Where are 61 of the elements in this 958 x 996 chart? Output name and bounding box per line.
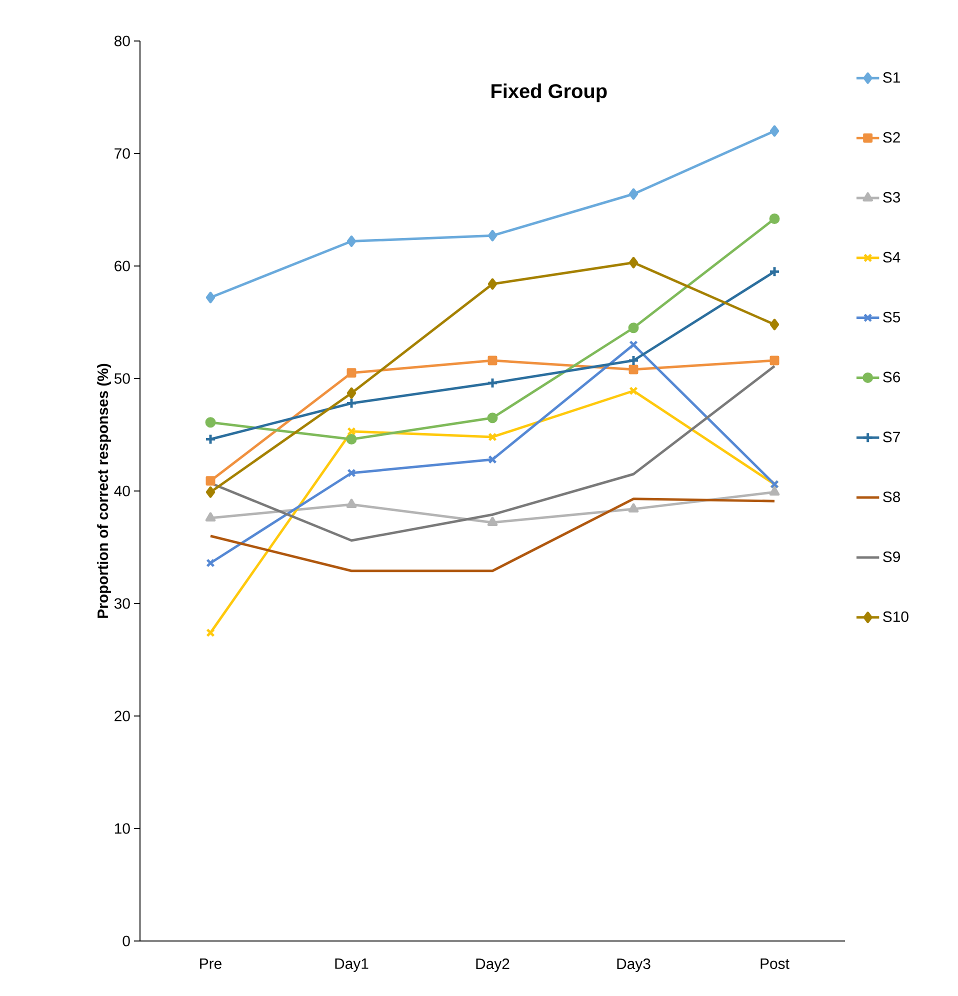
point (628, 503, 639, 512)
x-tick-label: Pre (200, 958, 222, 969)
point (488, 432, 497, 442)
x-tick-label: Post (760, 958, 790, 969)
point (628, 364, 638, 374)
point (487, 516, 498, 526)
line-series (209, 498, 776, 572)
point (346, 236, 356, 247)
point (770, 318, 780, 330)
legend-label: S9 (883, 551, 900, 562)
point (628, 354, 640, 366)
point (206, 476, 216, 486)
point (488, 278, 498, 290)
point (628, 322, 639, 334)
point (346, 387, 356, 399)
y-tick-label: 70 (114, 148, 130, 159)
legend-label: S3 (883, 192, 900, 203)
legend-label: S8 (883, 492, 900, 502)
y-tick-label: 40 (114, 486, 130, 496)
point (488, 230, 498, 242)
x-tick-label: Day2 (476, 958, 510, 972)
y-tick-label: 80 (114, 36, 130, 46)
point (206, 292, 216, 304)
point (770, 125, 780, 137)
point (487, 412, 498, 424)
point (488, 455, 497, 464)
point (205, 512, 216, 522)
point (347, 468, 356, 478)
text: Fixed Group (492, 84, 607, 102)
point (769, 486, 780, 496)
point (206, 486, 216, 498)
y-tick-label: 30 (114, 598, 130, 609)
x-tick-label: Day1 (335, 958, 368, 972)
point (629, 340, 638, 350)
point (628, 256, 638, 268)
legend-label: S1 (883, 72, 900, 83)
point (205, 417, 216, 428)
y-tick-label: 0 (122, 936, 130, 946)
y-tick-label: 50 (114, 373, 130, 384)
point (346, 368, 356, 378)
legend-label: S4 (883, 252, 900, 262)
y-tick-label: 10 (115, 823, 130, 834)
legend-label: S10 (883, 611, 908, 622)
point (628, 188, 638, 200)
x-tick-label: Day3 (617, 958, 650, 972)
y-tick-label: 20 (114, 710, 130, 722)
point (770, 356, 780, 366)
legend-label: S6 (883, 372, 900, 382)
y-tick-label: 60 (114, 260, 130, 272)
point (769, 214, 780, 224)
point (346, 498, 357, 508)
point (629, 386, 638, 396)
point (346, 434, 357, 444)
legend-label: S7 (883, 432, 900, 442)
point (347, 426, 356, 436)
point (488, 356, 498, 366)
point (346, 398, 358, 409)
y-axis-title: Proportion of correct responses (%) (97, 364, 112, 618)
legend-label: S5 (883, 312, 900, 322)
point (486, 377, 498, 389)
legend-label: S2 (883, 132, 900, 143)
